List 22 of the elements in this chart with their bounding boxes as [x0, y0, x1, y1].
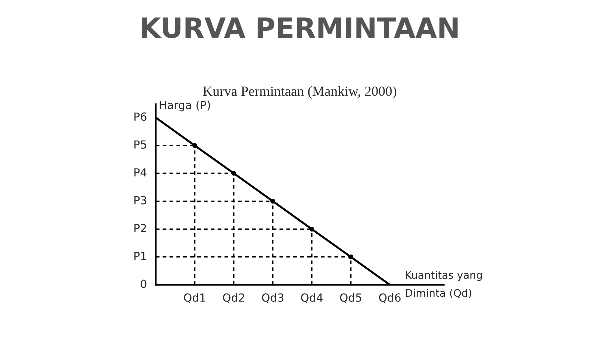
- x-tick-label: Qd4: [301, 293, 323, 304]
- x-tick-label: Qd6: [379, 293, 401, 304]
- text: P5: [134, 140, 146, 149]
- point: [232, 171, 236, 176]
- text: P6: [134, 112, 147, 122]
- x-axis-title: Kuantitas yang Diminta (Qd): [406, 271, 482, 298]
- text: 0: [141, 280, 147, 288]
- y-axis-title: Harga (P): [160, 100, 210, 112]
- x-tick-label: Qd5: [340, 293, 362, 304]
- text: P4: [134, 168, 147, 177]
- x-tick-label: Qd1: [184, 293, 206, 304]
- point: [348, 254, 354, 260]
- x-tick-label: Qd2: [223, 293, 244, 304]
- text: P3: [134, 196, 146, 205]
- chart-title: KURVA PERMINTAAN: [142, 18, 458, 38]
- chart-subtitle: Kurva Permintaan (Mankiw, 2000): [203, 86, 397, 99]
- point: [192, 143, 198, 148]
- text: P1: [134, 252, 146, 260]
- text: P2: [134, 224, 146, 232]
- point: [310, 226, 315, 232]
- x-tick-label: Qd3: [262, 293, 284, 304]
- point: [270, 199, 276, 204]
